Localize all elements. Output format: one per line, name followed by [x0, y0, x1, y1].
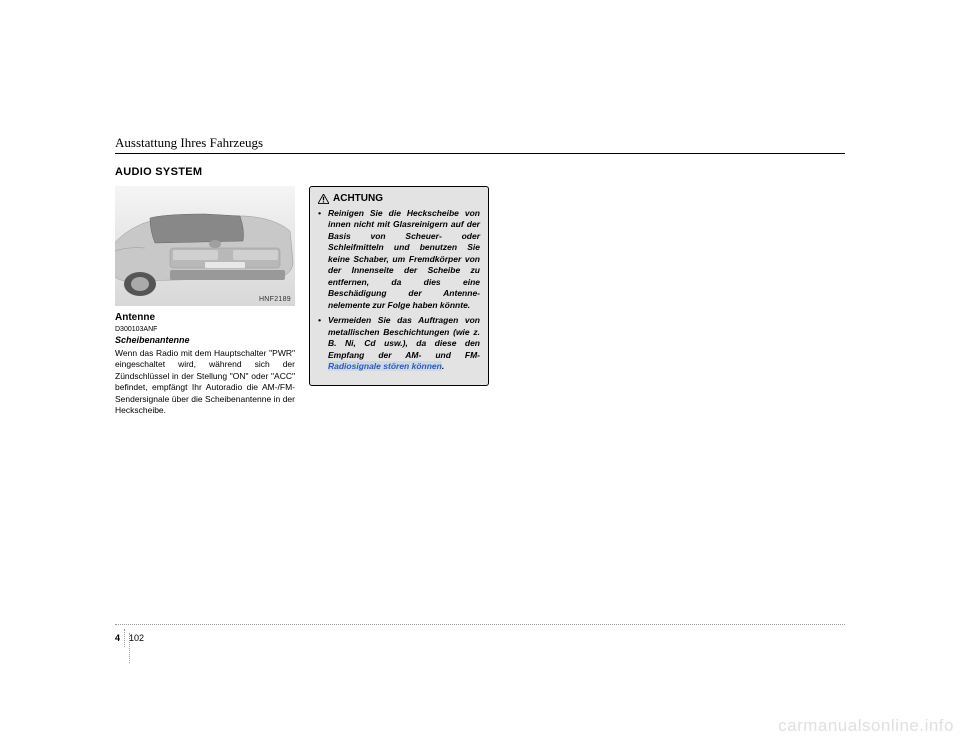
antenna-subheading: Scheibenantenne [115, 335, 295, 345]
warning-title-text: ACHTUNG [333, 193, 383, 204]
footer-page: 102 [125, 629, 144, 647]
warning-item: Vermeiden Sie das Auftragen von metallis… [318, 315, 480, 372]
footer-chapter: 4 [115, 629, 125, 647]
warning-item: Reinigen Sie die Heckscheibe von innen n… [318, 208, 480, 311]
antenna-body: Wenn das Radio mit dem Hauptschalter "PW… [115, 348, 295, 417]
warning-box: ACHTUNG Reinigen Sie die Heckscheibe von… [309, 186, 489, 386]
footer-dotted-line [115, 624, 845, 625]
antenna-heading: Antenne [115, 312, 295, 323]
section-title: AUDIO SYSTEM [115, 166, 845, 178]
watermark: carmanualsonline.info [778, 716, 954, 736]
footer: 4 102 [115, 624, 845, 647]
footer-vertical-dots [129, 633, 130, 663]
header-rule [115, 153, 845, 154]
warning-triangle-icon [318, 194, 329, 204]
highlighted-text: Radiosignale stören können [328, 361, 442, 371]
car-rear-image: HNF2189 [115, 186, 295, 306]
column-right: ACHTUNG Reinigen Sie die Heckscheibe von… [309, 186, 489, 417]
column-left: HNF2189 Antenne D300103ANF Scheibenanten… [115, 186, 295, 417]
header-title: Ausstattung Ihres Fahrzeugs [115, 135, 845, 151]
antenna-code: D300103ANF [115, 326, 295, 333]
image-code: HNF2189 [259, 296, 291, 303]
warning-title-row: ACHTUNG [318, 193, 480, 204]
car-illustration [115, 206, 295, 296]
warning-list: Reinigen Sie die Heckscheibe von innen n… [318, 208, 480, 373]
